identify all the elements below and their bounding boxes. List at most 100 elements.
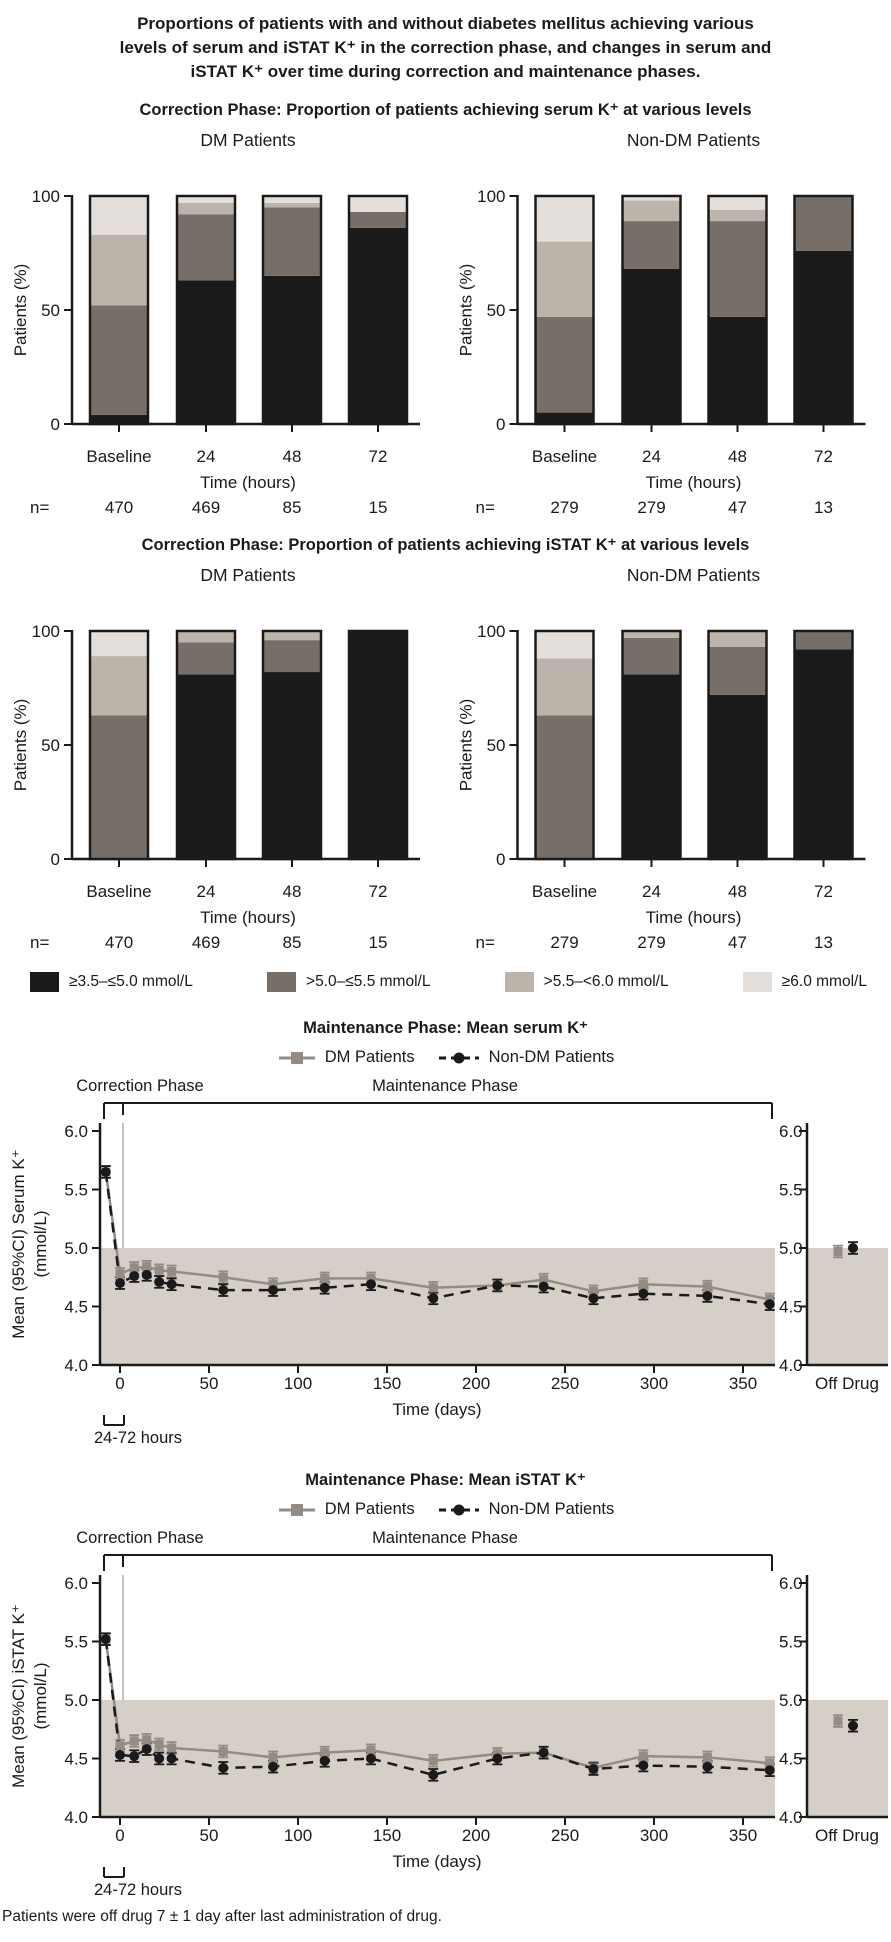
svg-text:Maintenance Phase: Maintenance Phase	[372, 1529, 518, 1547]
nondm-series-label: Non-DM Patients	[488, 1500, 615, 1519]
legend-item: >5.0–≤5.5 mmol/L	[267, 972, 431, 993]
svg-text:(mmol/L): (mmol/L)	[31, 1663, 50, 1730]
svg-text:(mmol/L): (mmol/L)	[31, 1211, 50, 1278]
svg-text:470: 470	[105, 498, 133, 517]
svg-text:100: 100	[32, 622, 60, 641]
istat-line-section-title: Maintenance Phase: Mean iSTAT K⁺	[305, 1471, 586, 1490]
nondm-series-marker-icon	[438, 1052, 479, 1064]
stacked-bar-48	[261, 195, 323, 426]
svg-text:n=: n=	[476, 498, 495, 517]
nondm-series-marker-icon	[438, 1504, 479, 1516]
svg-text:Correction Phase: Correction Phase	[76, 1529, 203, 1547]
legend-label: >5.0–≤5.5 mmol/L	[306, 973, 431, 991]
svg-text:4.0: 4.0	[779, 1808, 803, 1827]
svg-text:0: 0	[115, 1826, 124, 1845]
serum-bars-row: DM Patients Patients (%) 0 50 100 Baseline 470…	[0, 122, 891, 517]
stacked-bar-Baseline	[534, 195, 595, 426]
svg-text:6.0: 6.0	[779, 1574, 803, 1593]
dm-series-label: DM Patients	[324, 1500, 415, 1519]
svg-text:469: 469	[192, 498, 220, 517]
k-level-legend: ≥3.5–≤5.0 mmol/L >5.0–≤5.5 mmol/L >5.5–<…	[0, 972, 891, 993]
svg-text:Baseline: Baseline	[532, 447, 597, 466]
svg-text:Off Drug: Off Drug	[815, 1826, 879, 1845]
svg-text:6.0: 6.0	[779, 1122, 803, 1141]
svg-text:50: 50	[200, 1374, 219, 1393]
serum-bars-section-title: Correction Phase: Proportion of patients…	[139, 101, 752, 120]
svg-text:72: 72	[369, 447, 388, 466]
svg-text:350: 350	[729, 1826, 757, 1845]
svg-text:350: 350	[729, 1374, 757, 1393]
svg-text:100: 100	[477, 622, 505, 641]
svg-text:279: 279	[550, 933, 578, 952]
stacked-bar-72	[793, 195, 854, 426]
svg-text:72: 72	[814, 882, 833, 901]
svg-text:470: 470	[105, 933, 133, 952]
svg-text:300: 300	[640, 1374, 668, 1393]
istat-bars-dm-chart: DM Patients Patients (%) 0 50 100 Baseline 470…	[11, 565, 420, 952]
stacked-bar-24	[175, 195, 237, 426]
dm-series-marker-icon	[278, 1051, 315, 1064]
svg-text:6.0: 6.0	[64, 1122, 88, 1141]
stacked-bar-48	[261, 630, 323, 861]
legend-label: >5.5–<6.0 mmol/L	[543, 973, 669, 991]
svg-text:4.5: 4.5	[64, 1298, 88, 1317]
svg-text:85: 85	[283, 498, 302, 517]
svg-text:50: 50	[200, 1826, 219, 1845]
svg-text:0: 0	[496, 850, 505, 869]
svg-text:5.5: 5.5	[779, 1633, 803, 1652]
serum-bars-nondm-chart: Non-DM Patients Patients (%) 0 50 100 Baselin…	[457, 130, 866, 517]
svg-text:n=: n=	[30, 933, 49, 952]
svg-text:Time (days): Time (days)	[392, 1852, 481, 1871]
stacked-bar-24	[175, 630, 237, 861]
legend-item-nondm: Non-DM Patients	[437, 1500, 615, 1519]
svg-text:24: 24	[197, 882, 216, 901]
legend-swatch-mid-gray	[504, 972, 534, 993]
svg-text:48: 48	[283, 882, 302, 901]
svg-text:100: 100	[284, 1826, 312, 1845]
svg-text:15: 15	[369, 933, 388, 952]
svg-text:n=: n=	[30, 498, 49, 517]
footnote: Patients were off drug 7 ± 1 day after l…	[2, 1908, 442, 1926]
legend-swatch-light-gray	[742, 972, 772, 993]
svg-text:5.0: 5.0	[779, 1691, 803, 1710]
stacked-bar-72	[793, 630, 854, 861]
svg-text:5.5: 5.5	[64, 1181, 88, 1200]
svg-text:200: 200	[462, 1826, 490, 1845]
svg-text:Time (days): Time (days)	[392, 1400, 481, 1419]
svg-text:5.5: 5.5	[64, 1633, 88, 1652]
legend-swatch-black	[30, 972, 59, 993]
legend-item: ≥6.0 mmol/L	[742, 972, 867, 993]
legend-item-nondm: Non-DM Patients	[437, 1048, 614, 1067]
svg-text:Non-DM Patients: Non-DM Patients	[627, 130, 760, 150]
svg-text:Off Drug: Off Drug	[815, 1374, 879, 1393]
svg-text:Patients (%): Patients (%)	[11, 264, 30, 357]
svg-text:15: 15	[369, 498, 388, 517]
svg-text:13: 13	[814, 498, 833, 517]
svg-text:150: 150	[373, 1826, 401, 1845]
svg-text:4.0: 4.0	[64, 1808, 88, 1827]
dm-series-marker-icon	[278, 1503, 315, 1516]
svg-text:5.5: 5.5	[779, 1181, 803, 1200]
svg-text:DM Patients: DM Patients	[200, 565, 296, 585]
svg-text:100: 100	[284, 1374, 312, 1393]
svg-text:150: 150	[373, 1374, 401, 1393]
svg-text:4.0: 4.0	[779, 1356, 803, 1375]
svg-text:6.0: 6.0	[64, 1574, 88, 1593]
svg-text:Mean (95%CI) Serum K⁺: Mean (95%CI) Serum K⁺	[9, 1150, 28, 1339]
svg-text:4.5: 4.5	[64, 1750, 88, 1769]
svg-text:0: 0	[51, 415, 60, 434]
svg-text:Non-DM Patients: Non-DM Patients	[627, 565, 760, 585]
stacked-bar-72	[347, 630, 409, 861]
legend-label: ≥3.5–≤5.0 mmol/L	[69, 973, 193, 991]
serum-line-legend: DM Patients Non-DM Patients	[0, 1048, 891, 1067]
istat-bars-section-title: Correction Phase: Proportion of patients…	[141, 536, 750, 555]
stacked-bar-Baseline	[88, 630, 150, 861]
svg-text:5.0: 5.0	[64, 1691, 88, 1710]
figure-title: Proportions of patients with and without…	[119, 14, 772, 82]
svg-text:24: 24	[197, 447, 216, 466]
stacked-bar-48	[707, 630, 768, 861]
svg-text:Maintenance Phase: Maintenance Phase	[372, 1077, 518, 1095]
svg-text:48: 48	[728, 447, 747, 466]
svg-text:24: 24	[642, 447, 661, 466]
